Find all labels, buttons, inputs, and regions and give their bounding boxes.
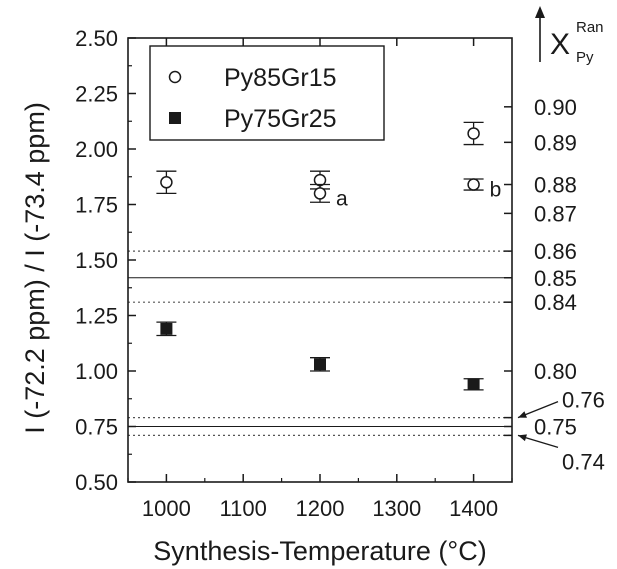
y-axis-label: I (-72.2 ppm) / I (-73.4 ppm) <box>20 102 50 434</box>
legend-label-py85gr15: Py85Gr15 <box>224 64 337 92</box>
right-tick-label: 0.86 <box>534 239 577 264</box>
right-tick-label: 0.90 <box>534 95 577 120</box>
legend-label-py75gr25: Py75Gr25 <box>224 105 337 133</box>
right-tick-label: 0.80 <box>534 359 577 384</box>
x-tick-label: 1300 <box>372 496 421 521</box>
right-tick-label: 0.76 <box>562 388 605 413</box>
y-tick-label: 1.50 <box>75 248 118 273</box>
data-point-py85gr15 <box>467 178 480 191</box>
right-axis-label-superscript: Ran <box>576 19 604 36</box>
right-tick-label: 0.89 <box>534 130 577 155</box>
y-tick-label: 0.50 <box>75 470 118 495</box>
x-tick-label: 1400 <box>449 496 498 521</box>
y-tick-label: 2.00 <box>75 137 118 162</box>
legend: Py85Gr15 Py75Gr25 <box>149 45 385 141</box>
right-tick-label: 0.75 <box>534 415 577 440</box>
right-axis-label-subscript: Py <box>576 49 594 66</box>
right-tick-label: 0.74 <box>562 449 605 474</box>
reference-lines <box>128 250 512 436</box>
y-tick-label: 2.50 <box>75 26 118 51</box>
right-tick-label: 0.88 <box>534 173 577 198</box>
x-tick-label: 1100 <box>220 496 267 521</box>
x-tick-label: 1000 <box>142 496 191 521</box>
data-point-py75gr25 <box>467 378 480 391</box>
data-point-py75gr25 <box>160 322 173 335</box>
x-axis: 1000 1100 1200 1300 1400 <box>127 38 513 521</box>
right-tick-label: 0.87 <box>534 201 577 226</box>
legend-box <box>149 45 385 141</box>
y-tick-label: 1.25 <box>75 304 118 329</box>
right-axis-arrowhead <box>535 6 545 18</box>
right-tick-label: 0.84 <box>534 290 577 315</box>
point-annotation: b <box>490 179 502 202</box>
right-axis-label-main: X <box>550 28 570 61</box>
legend-marker-py85gr15 <box>168 70 182 84</box>
y-tick-label: 1.75 <box>75 193 118 218</box>
data-point-py85gr15 <box>467 127 480 140</box>
right-axis: 0.90 0.89 0.88 0.87 0.860.850.84 0.80 0.760.75… <box>504 95 605 474</box>
y-tick-label: 1.00 <box>75 359 118 384</box>
data-point-py85gr15 <box>313 187 327 200</box>
right-tick-arrowhead <box>518 434 527 442</box>
x-tick-label: 1200 <box>296 496 345 521</box>
y-tick-label: 0.75 <box>75 415 118 440</box>
right-axis-label: X Ran Py <box>535 6 604 66</box>
point-annotation: a <box>336 187 348 210</box>
right-tick-arrowhead <box>518 411 527 418</box>
x-axis-label: Synthesis-Temperature (°C) <box>153 536 486 566</box>
data-point-py75gr25 <box>314 358 326 371</box>
legend-marker-py75gr25 <box>169 112 181 124</box>
y-axis: 0.50 0.75 1.00 1.25 1.50 1.75 2.00 2.25 2.50 <box>75 26 136 495</box>
right-tick-label: 0.85 <box>534 266 577 291</box>
data-point-py85gr15 <box>160 176 173 189</box>
y-tick-label: 2.25 <box>75 82 118 107</box>
